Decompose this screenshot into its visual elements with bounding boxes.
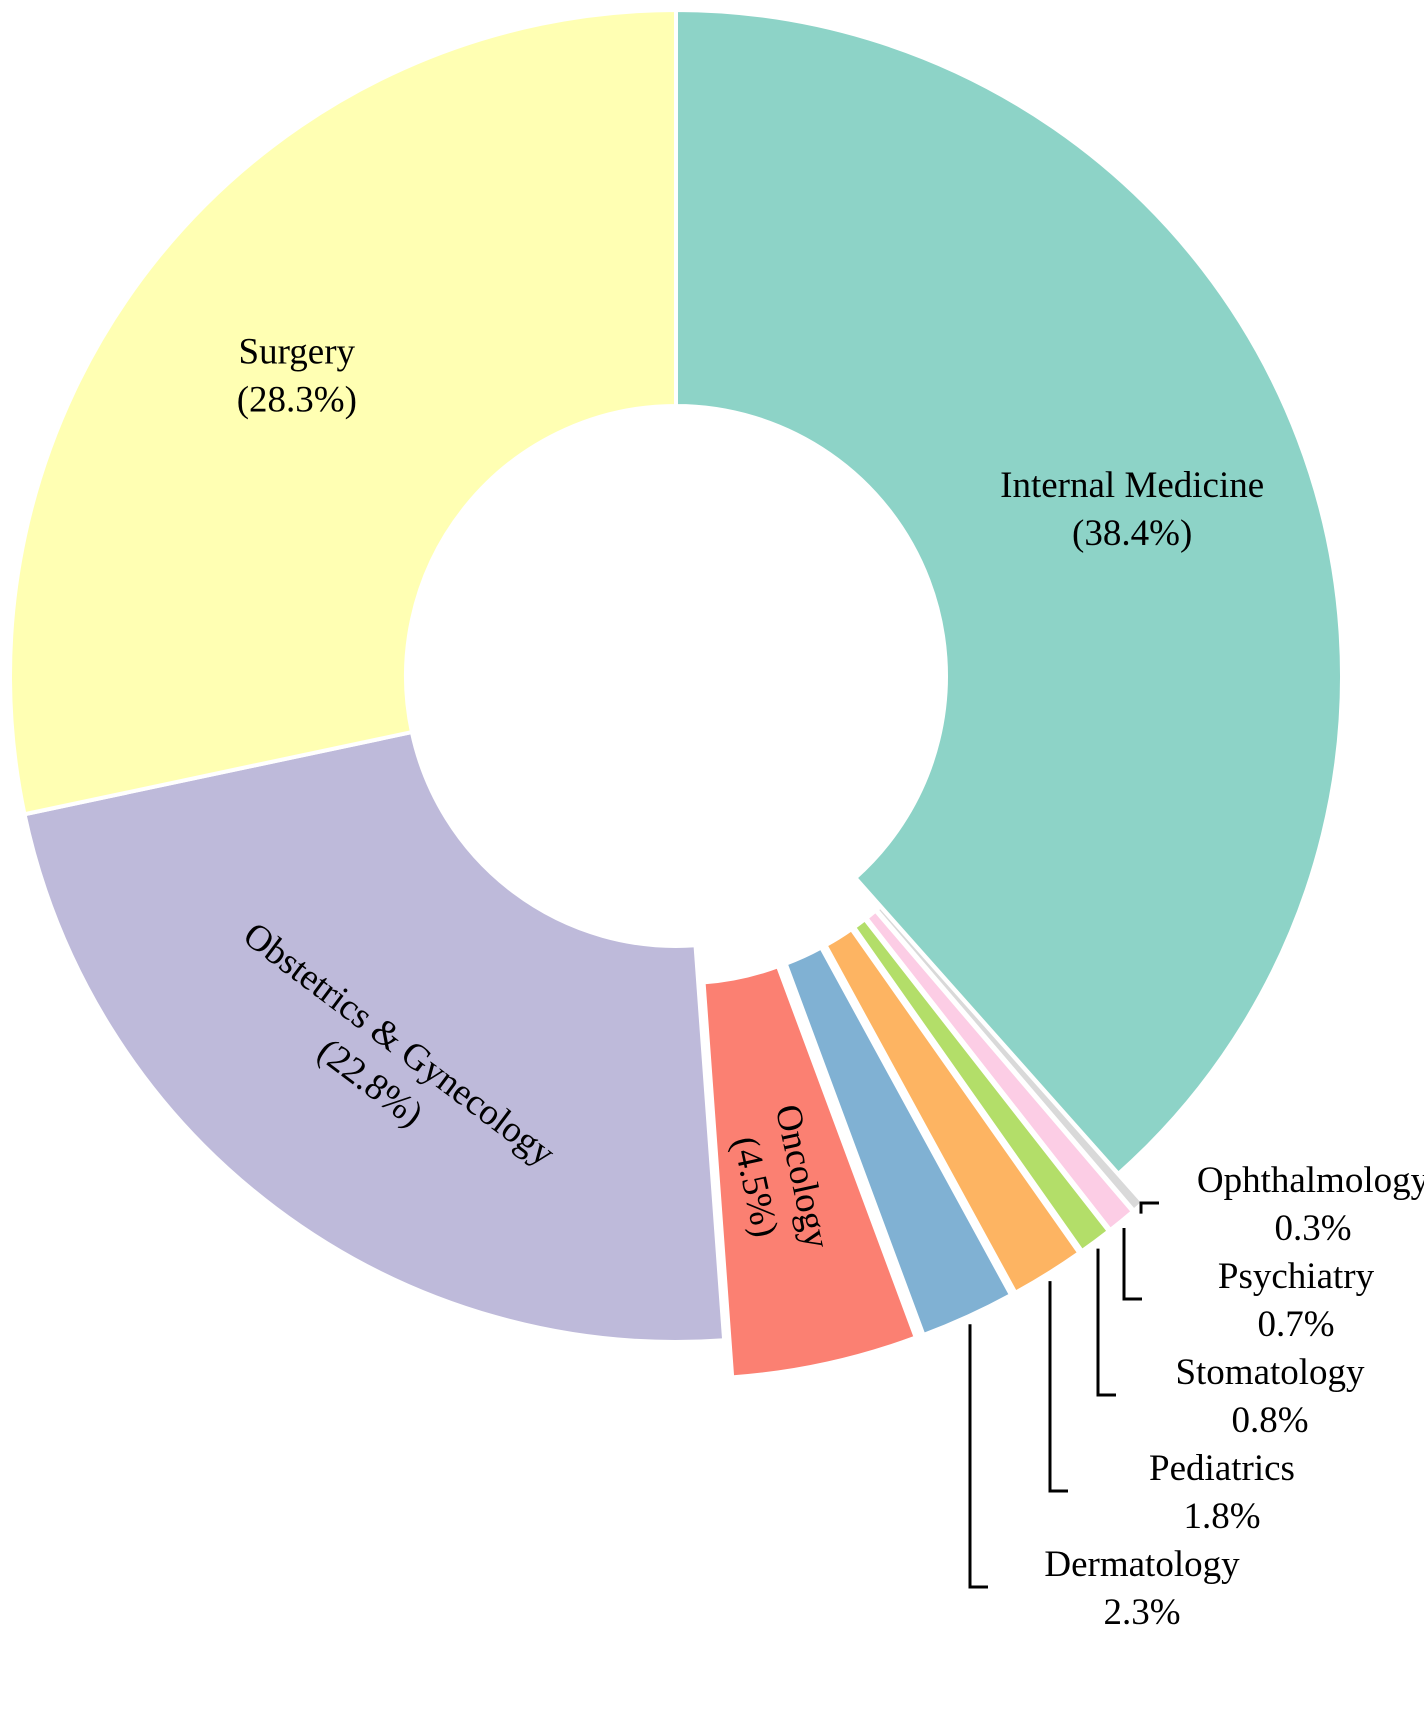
label-surgery-name: Surgery: [239, 331, 356, 372]
label-dermatology-percent: 2.3%: [1103, 1592, 1180, 1633]
leader-line-pediatrics: [1048, 1281, 1068, 1493]
label-dermatology-name: Dermatology: [1044, 1544, 1240, 1585]
leader-line-dermatology: [968, 1324, 988, 1589]
slice-internal-medicine: [674, 8, 1344, 1176]
label-internal-medicine-percent: (38.4%): [1072, 513, 1192, 554]
label-psychiatry-name: Psychiatry: [1218, 1256, 1375, 1297]
leader-lines: [968, 1201, 1159, 1589]
label-stomatology-percent: 0.8%: [1231, 1400, 1308, 1441]
slice-dermatology: [783, 945, 1014, 1337]
label-internal-medicine: Internal Medicine (38.4%): [1000, 465, 1264, 554]
label-stomatology: Stomatology 0.8%: [1175, 1352, 1365, 1441]
label-psychiatry: Psychiatry 0.7%: [1218, 1256, 1375, 1345]
slice-obstetrics-and-gynecology: [22, 730, 727, 1344]
label-pediatrics-percent: 1.8%: [1183, 1496, 1260, 1537]
label-ophthalmology: Ophthalmology 0.3%: [1197, 1160, 1424, 1249]
label-surgery-percent: (28.3%): [237, 379, 357, 420]
label-pediatrics: Pediatrics 1.8%: [1149, 1448, 1295, 1537]
leader-line-ophthalmology: [1139, 1201, 1159, 1214]
slice-stomatology: [852, 917, 1111, 1254]
donut-slices: [8, 8, 1344, 1380]
slice-surgery: [8, 8, 678, 817]
label-psychiatry-percent: 0.7%: [1257, 1304, 1334, 1345]
label-ophthalmology-percent: 0.3%: [1274, 1208, 1351, 1249]
slice-pediatrics: [823, 927, 1082, 1295]
label-stomatology-name: Stomatology: [1175, 1352, 1365, 1393]
leader-line-psychiatry: [1122, 1228, 1142, 1301]
label-internal-medicine-name: Internal Medicine: [1000, 465, 1264, 506]
label-dermatology: Dermatology 2.3%: [1044, 1544, 1240, 1633]
label-surgery: Surgery (28.3%): [237, 331, 357, 420]
label-ophthalmology-name: Ophthalmology: [1197, 1160, 1424, 1201]
label-pediatrics-name: Pediatrics: [1149, 1448, 1295, 1489]
slice-oncology: [701, 964, 918, 1380]
leader-line-stomatology: [1096, 1248, 1116, 1397]
